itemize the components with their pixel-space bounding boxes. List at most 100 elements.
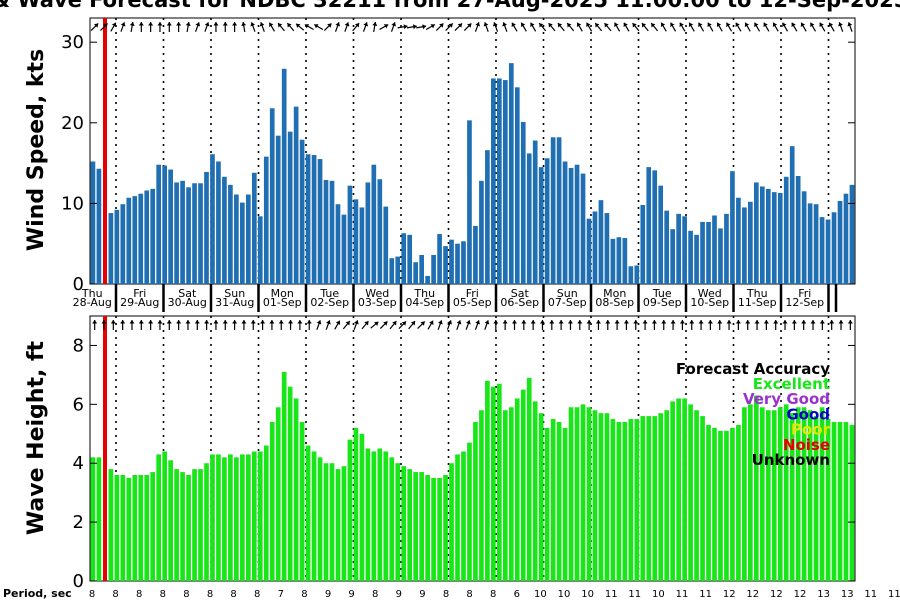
- wind-direction-arrow-head: [391, 22, 397, 27]
- period-value-label: 8: [136, 589, 142, 600]
- wind-bar: [204, 171, 209, 284]
- period-value-label: 8: [443, 589, 449, 600]
- wind-direction-arrow-head: [557, 23, 563, 28]
- wave-direction-arrow: [493, 320, 499, 330]
- wind-direction-arrow: [809, 22, 817, 32]
- wind-bar: [479, 180, 484, 284]
- wave-direction-arrow: [101, 320, 107, 330]
- wave-bar: [520, 389, 526, 581]
- wind-bar: [652, 170, 658, 284]
- wave-direction-arrow-head: [429, 320, 434, 325]
- wind-bar: [694, 234, 699, 284]
- wind-y-tick-label: 10: [61, 193, 84, 214]
- wind-direction-arrow: [483, 22, 489, 32]
- wave-bar: [843, 422, 849, 581]
- wave-direction-arrow-head: [364, 321, 369, 326]
- wave-bar: [317, 457, 323, 581]
- wind-direction-arrow-head: [314, 24, 319, 29]
- wave-bar: [156, 454, 162, 581]
- wind-bar: [162, 165, 167, 284]
- wind-direction-arrow: [323, 23, 332, 31]
- wave-bar: [676, 398, 681, 581]
- wave-direction-arrow: [661, 320, 667, 330]
- period-value-label: 11: [628, 589, 641, 600]
- period-value-label: 6: [514, 589, 520, 600]
- period-value-label: 12: [746, 589, 759, 600]
- wind-direction-arrow: [344, 22, 350, 32]
- wind-bar: [843, 193, 849, 284]
- wind-bar: [473, 225, 478, 284]
- wave-bar: [759, 407, 765, 581]
- wind-bar: [598, 200, 604, 284]
- wind-bar: [712, 215, 717, 284]
- wind-direction-arrow: [390, 22, 397, 32]
- wind-direction-arrow: [445, 23, 454, 31]
- wave-direction-arrow: [342, 320, 351, 330]
- wave-bar: [228, 454, 233, 581]
- wave-direction-arrow: [120, 320, 126, 330]
- wind-direction-arrow: [548, 22, 556, 32]
- wind-bar: [425, 275, 430, 284]
- day-weekday-label: Wed: [365, 287, 389, 300]
- wave-direction-arrow-head: [782, 320, 788, 324]
- day-date-label: 10-Sep: [690, 296, 729, 309]
- wind-direction-arrow-head: [278, 23, 283, 28]
- period-value-label: 8: [160, 589, 166, 600]
- wave-direction-arrow: [717, 320, 723, 330]
- wave-direction-arrow: [511, 320, 517, 330]
- wave-direction-arrow: [810, 320, 816, 330]
- wave-direction-arrow-head: [605, 320, 611, 324]
- period-value-label: 10: [581, 589, 594, 600]
- wave-y-tick-label: 8: [73, 335, 84, 356]
- wave-bar: [562, 427, 568, 581]
- wind-direction-arrow: [259, 22, 265, 32]
- wind-direction-arrow: [726, 22, 733, 32]
- wind-bar: [813, 204, 819, 284]
- wind-bar: [150, 188, 156, 284]
- wind-bar: [359, 207, 365, 284]
- wind-direction-arrow-head: [548, 23, 553, 28]
- wave-bar: [287, 386, 293, 581]
- wind-direction-arrow: [576, 22, 583, 32]
- wind-direction-arrow: [334, 22, 341, 32]
- wave-direction-arrow: [735, 320, 741, 330]
- wind-bar: [168, 169, 173, 284]
- wave-bar: [777, 407, 783, 581]
- wind-direction-arrow-head: [439, 23, 444, 28]
- wave-direction-arrow-head: [213, 320, 219, 324]
- wind-direction-arrow-head: [847, 22, 853, 27]
- wave-bar: [556, 422, 562, 581]
- wave-bar: [783, 404, 789, 581]
- wave-direction-arrow: [754, 320, 760, 330]
- wave-direction-arrow: [260, 320, 266, 330]
- wind-direction-arrow: [586, 22, 593, 32]
- wind-direction-arrow: [129, 21, 135, 33]
- wind-direction-arrow-head: [213, 22, 219, 26]
- wind-bar: [257, 216, 263, 284]
- wind-bar: [718, 228, 723, 284]
- wind-bar: [263, 156, 269, 284]
- wave-direction-arrow-head: [651, 320, 657, 324]
- wind-direction-arrow: [660, 22, 667, 32]
- wave-direction-arrow-head: [773, 320, 779, 324]
- wave-direction-arrow-head: [157, 320, 163, 324]
- wave-bar: [538, 413, 544, 581]
- wind-bar: [807, 203, 813, 284]
- wind-bar: [383, 206, 389, 284]
- day-weekday-label: Sat: [178, 287, 197, 300]
- wind-direction-arrow: [313, 23, 324, 31]
- wave-bar: [724, 430, 729, 581]
- period-value-label: 13: [817, 589, 830, 600]
- wave-bar: [245, 454, 251, 581]
- wave-direction-arrow-head: [558, 320, 564, 324]
- chart-marks: 010203002468Thu28-AugFri29-AugSat30-AugS…: [61, 17, 900, 600]
- wave-bar: [275, 407, 281, 581]
- wind-direction-arrow: [754, 22, 761, 32]
- wave-direction-arrow-head: [595, 320, 601, 324]
- wave-bar: [813, 416, 819, 581]
- wave-bar: [682, 398, 687, 581]
- wave-direction-arrow-head: [232, 320, 238, 324]
- wind-direction-arrow-head: [412, 24, 417, 30]
- wave-direction-arrow: [595, 320, 601, 330]
- wind-bar: [706, 221, 711, 284]
